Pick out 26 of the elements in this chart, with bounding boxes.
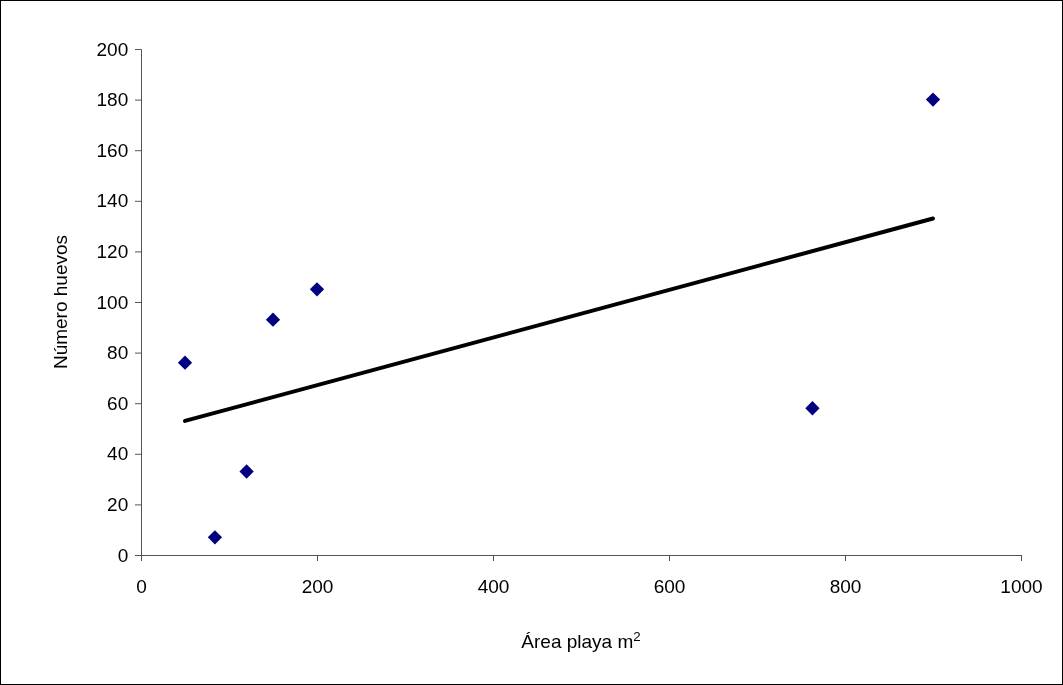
y-tick-label: 180 bbox=[96, 89, 129, 111]
x-tick-label: 0 bbox=[136, 575, 147, 597]
point bbox=[805, 401, 820, 416]
x-tick-label: 400 bbox=[477, 575, 510, 597]
y-tick-label: 140 bbox=[96, 190, 129, 212]
x-tick-label: 200 bbox=[301, 575, 334, 597]
y-tick-label: 100 bbox=[96, 291, 129, 313]
y-tick-label: 0 bbox=[117, 544, 129, 566]
x-tick-label: 1000 bbox=[1000, 575, 1043, 597]
point bbox=[177, 355, 193, 370]
y-tick-label: 160 bbox=[96, 139, 129, 161]
point bbox=[925, 92, 941, 107]
point bbox=[309, 282, 325, 297]
x-tick-label: 800 bbox=[829, 575, 862, 597]
y-tick-label: 20 bbox=[107, 493, 129, 515]
y-tick-label: 80 bbox=[107, 342, 129, 364]
y-tick-label: 200 bbox=[96, 38, 129, 60]
y-tick-label: 120 bbox=[96, 240, 129, 262]
y-tick-label: 40 bbox=[107, 443, 129, 465]
x-axis-title: Área playa m$^{2}$ bbox=[521, 628, 641, 652]
point bbox=[265, 312, 281, 327]
y-tick-label: 60 bbox=[107, 392, 129, 414]
point bbox=[239, 464, 254, 479]
x-tick-label: 600 bbox=[653, 575, 686, 597]
y-axis-title: Número huevos bbox=[50, 234, 71, 370]
point bbox=[207, 530, 223, 545]
